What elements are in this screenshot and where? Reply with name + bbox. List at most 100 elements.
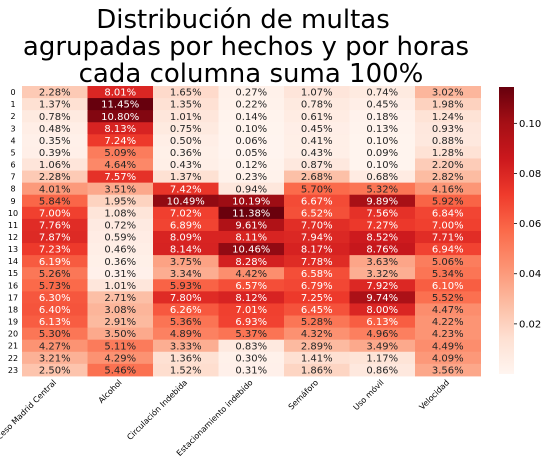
- cell-value-label: 0.05%: [235, 148, 267, 159]
- row-label: 19: [8, 318, 18, 327]
- cell-value-label: 9.89%: [366, 196, 398, 207]
- heatmap-cell: [153, 110, 219, 123]
- heatmap-cell: [284, 351, 350, 365]
- heatmap-cell: [153, 182, 219, 196]
- heatmap-cell: [218, 206, 285, 220]
- heatmap-cell: [415, 267, 481, 280]
- cell-value-label: 3.63%: [366, 257, 398, 268]
- heatmap-cell: [22, 327, 88, 341]
- heatmap-cell: [218, 243, 285, 256]
- cell-value-label: 8.17%: [301, 245, 333, 256]
- title-line-3: cada columna suma 100%: [79, 59, 424, 89]
- cell-value-label: 5.92%: [432, 196, 464, 207]
- heatmap-cell: [284, 291, 350, 304]
- cell-value-label: 0.94%: [235, 184, 267, 195]
- heatmap-cell: [87, 158, 154, 172]
- column-label: Acceso Madrid Central: [0, 378, 58, 448]
- heatmap-cell: [284, 230, 350, 244]
- heatmap-cell: [153, 194, 219, 208]
- heatmap-cell: [87, 303, 154, 317]
- heatmap-cell: [153, 303, 219, 317]
- heatmap-cell: [415, 146, 481, 159]
- heatmap-cell: [153, 122, 219, 135]
- cell-value-label: 2.89%: [301, 341, 333, 352]
- cell-value-label: 1.37%: [39, 100, 71, 111]
- cell-value-label: 2.50%: [39, 365, 71, 376]
- heatmap-cell: [284, 110, 350, 123]
- cell-value-label: 4.16%: [432, 184, 464, 195]
- title-line-2: agrupadas por hechos y por horas: [23, 32, 469, 62]
- heatmap-cell: [218, 267, 285, 280]
- chart-title: Distribución de multas agrupadas por hec…: [23, 5, 469, 89]
- row-label: 20: [8, 330, 18, 339]
- heatmap-cell: [349, 86, 416, 99]
- heatmap-cell: [284, 255, 350, 268]
- cell-value-label: 1.06%: [39, 160, 71, 171]
- heatmap-cell: [349, 98, 416, 111]
- heatmap-cell: [22, 315, 88, 329]
- cell-value-label: 6.52%: [301, 208, 333, 219]
- heatmap-cell: [218, 291, 285, 304]
- cell-value-label: 7.42%: [170, 184, 202, 195]
- column-label: Semáforo: [287, 378, 321, 412]
- cell-value-label: 3.21%: [39, 353, 71, 364]
- cell-value-label: 0.14%: [235, 112, 267, 123]
- cell-value-label: 7.56%: [366, 208, 398, 219]
- cell-value-label: 6.67%: [301, 196, 333, 207]
- cell-value-label: 5.70%: [301, 184, 333, 195]
- cell-value-label: 1.36%: [170, 353, 202, 364]
- heatmap-cell: [153, 267, 219, 280]
- cell-value-label: 0.18%: [366, 112, 398, 123]
- cell-value-label: 5.52%: [432, 293, 464, 304]
- heatmap-cell: [284, 206, 350, 220]
- cell-value-label: 0.45%: [366, 100, 398, 111]
- heatmap-cell: [415, 122, 481, 135]
- cell-value-label: 7.00%: [39, 208, 71, 219]
- cell-value-label: 7.24%: [104, 136, 136, 147]
- heatmap-cell: [87, 134, 154, 147]
- cell-value-label: 2.71%: [104, 293, 136, 304]
- heatmap-cell: [349, 122, 416, 135]
- heatmap-cell: [349, 230, 416, 244]
- cell-value-label: 3.34%: [170, 269, 202, 280]
- heatmap-cell: [87, 351, 154, 365]
- cell-value-label: 0.41%: [301, 136, 333, 147]
- cell-value-label: 0.09%: [366, 148, 398, 159]
- cell-value-label: 9.61%: [235, 221, 267, 232]
- heatmap-cell: [153, 170, 219, 184]
- cell-value-label: 5.34%: [432, 269, 464, 280]
- cell-value-label: 1.35%: [170, 100, 202, 111]
- cell-value-label: 0.30%: [235, 353, 267, 364]
- cell-value-label: 0.22%: [235, 100, 267, 111]
- cell-value-label: 7.27%: [366, 221, 398, 232]
- cell-value-label: 0.36%: [104, 257, 136, 268]
- heatmap-cell: [22, 170, 88, 184]
- heatmap-cell: [153, 327, 219, 341]
- heatmap-cell: [349, 182, 416, 196]
- heatmap-cell: [22, 291, 88, 304]
- heatmap-cell: [284, 170, 350, 184]
- heatmap-cell: [153, 230, 219, 244]
- heatmap-cell: [22, 279, 88, 292]
- cell-value-label: 1.08%: [104, 208, 136, 219]
- heatmap-cell: [415, 230, 481, 244]
- heatmap-cell: [153, 315, 219, 329]
- cell-value-label: 1.95%: [104, 196, 136, 207]
- heatmap-cell: [22, 86, 88, 99]
- cell-value-label: 6.89%: [170, 221, 202, 232]
- colorbar-tick-label: 0.06: [519, 219, 541, 230]
- cell-value-label: 5.73%: [39, 281, 71, 292]
- heatmap-cell: [415, 194, 481, 208]
- column-label: Estacionamiento indebido: [175, 378, 255, 458]
- heatmap-cell: [22, 363, 88, 377]
- heatmap-cell: [153, 218, 219, 232]
- heatmap-cell: [349, 351, 416, 365]
- row-label: 7: [10, 173, 15, 182]
- cell-value-label: 11.45%: [101, 100, 139, 111]
- heatmap-cell: [284, 122, 350, 135]
- cell-value-label: 4.23%: [432, 329, 464, 340]
- heatmap-cell: [284, 218, 350, 232]
- heatmap-cell: [349, 327, 416, 341]
- heatmap-cell: [218, 363, 285, 377]
